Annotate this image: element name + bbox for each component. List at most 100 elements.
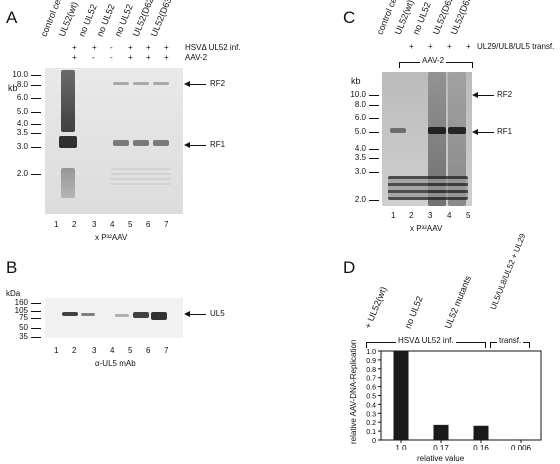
c-row-mark: + (409, 42, 414, 51)
c-row-mark: + (428, 42, 433, 51)
c-ladder-label: 2.0 (354, 195, 366, 204)
a-ladder-tick (31, 174, 41, 175)
d-value-label: 1.0 (395, 444, 407, 450)
c-lane5-smear (448, 72, 466, 206)
a-lane-number: 3 (92, 220, 97, 229)
a-row1-mark: + (72, 43, 77, 52)
b-lane7-ul5 (151, 312, 167, 320)
a-low-bands (111, 168, 171, 186)
a-ladder-label: 6.0 (16, 93, 28, 102)
b-ladder-tick (31, 337, 41, 338)
a-row1-mark: + (164, 43, 169, 52)
c-rf2-arrow (472, 92, 494, 98)
panel-a-kb-title: kb (8, 83, 18, 93)
a-lane-label: UL52(D630A) (148, 0, 179, 38)
b-ul5-arrow (184, 311, 206, 317)
c-ladder-tick (369, 149, 379, 150)
d-value-label: 0.16 (473, 444, 489, 450)
c-rf1-label: RF1 (497, 127, 513, 136)
b-lane5-ul5 (115, 314, 129, 317)
c-probe: x P³²AAV (410, 224, 443, 233)
a-row1-mark: - (110, 43, 113, 52)
b-ladder-tick (31, 303, 41, 304)
b-ladder-tick (31, 318, 41, 319)
a-rf2-arrow (184, 81, 206, 87)
c-lane-number: 2 (409, 211, 414, 220)
b-lane-number: 7 (164, 346, 169, 355)
d-xlabel: relative value (417, 454, 465, 463)
a-ladder-label: 3.5 (16, 128, 28, 137)
c-ladder-tick (369, 172, 379, 173)
c-ladder-label: 4.0 (354, 144, 366, 153)
c-lane2-rf1 (390, 128, 406, 133)
a-row2-mark: - (92, 53, 95, 62)
d-y-tick-label: 0.8 (366, 367, 376, 374)
d-column-label: UL5/UL8/UL52 + UL29 (488, 232, 528, 311)
c-ladder-tick (369, 105, 379, 106)
a-row2-mark: + (72, 53, 77, 62)
d-y-tick-label: 0.1 (366, 429, 376, 436)
b-lane-number: 4 (110, 346, 115, 355)
c-lane4-rf1 (428, 127, 446, 134)
d-bar (433, 424, 449, 440)
b-lane-number: 5 (128, 346, 133, 355)
panel-c-kb-title: kb (351, 76, 361, 86)
a-ladder-label: 8.0 (16, 80, 28, 89)
b-ladder-tick (31, 328, 41, 329)
a-row2-mark: + (128, 53, 133, 62)
c-rf2-label: RF2 (497, 90, 513, 99)
panel-d-bar-chart: 0 0.1 0.2 0.3 0.40.5 0.6 0.7 0.8 0.9 1.0 1.0 0.17 0.… (366, 349, 542, 450)
d-column-label: no UL52 (402, 294, 425, 330)
d-y-tick-label: 0.2 (366, 420, 376, 427)
c-lane-number: 4 (447, 211, 452, 220)
c-ladder-label: 3.0 (354, 167, 366, 176)
c-lane4-smear (428, 72, 446, 206)
d-value-label: 0.006 (511, 444, 532, 450)
panel-a-letter: A (6, 8, 18, 27)
a-lane-number: 2 (72, 220, 77, 229)
a-ladder-tick (31, 133, 41, 134)
panel-d-letter: D (343, 258, 356, 277)
d-column-label: UL52 mutants (442, 274, 473, 330)
a-lane-number: 7 (164, 220, 169, 229)
a-row1-mark: + (128, 43, 133, 52)
c-aav-label: AAV-2 (420, 56, 447, 65)
a-row2-mark: - (110, 53, 113, 62)
b-ladder-label: 105 (14, 306, 28, 315)
b-ladder-label: 75 (19, 313, 28, 322)
a-ladder-tick (31, 75, 41, 76)
c-lane-label: UL52(D630A) (448, 0, 479, 36)
b-lane-number: 6 (146, 346, 151, 355)
b-antibody: α-UL5 mAb (95, 359, 136, 368)
a-row2-mark: + (146, 53, 151, 62)
b-lane6-ul5 (133, 312, 149, 318)
d-y-tick-label: 0.5 (366, 394, 376, 401)
b-ladder-label: 160 (14, 298, 28, 307)
a-lane-number: 6 (146, 220, 151, 229)
c-ladder-tick (369, 158, 379, 159)
a-ladder-tick (31, 124, 41, 125)
panel-a-blot (45, 68, 183, 214)
a-ladder-label: 2.0 (16, 169, 28, 178)
panel-b-kda-title: kDa (6, 289, 21, 298)
d-bar (393, 351, 409, 440)
a-lane2-low (61, 168, 75, 198)
panel-a-row2-label: AAV-2 (185, 53, 208, 62)
b-lane2-ul5 (62, 312, 78, 316)
panel-a-row1-label: HSVΔ UL52 inf. (185, 43, 241, 52)
a-probe: x P³²AAV (95, 233, 128, 242)
d-y-tick-label: 0.9 (366, 358, 376, 365)
a-rf1-label: RF1 (210, 140, 226, 149)
b-lane3-ul5 (81, 313, 95, 316)
c-lane-number: 3 (428, 211, 433, 220)
c-ladder-tick (369, 200, 379, 201)
a-row1-mark: + (92, 43, 97, 52)
c-row-mark: + (466, 42, 471, 51)
a-lane-number: 1 (54, 220, 59, 229)
a-ladder-tick (31, 147, 41, 148)
a-ladder-label: 5.0 (16, 107, 28, 116)
c-ladder-tick (369, 95, 379, 96)
a-lane5-rf1 (113, 140, 129, 146)
a-rf2-label: RF2 (210, 79, 226, 88)
a-row2-mark: + (164, 53, 169, 62)
